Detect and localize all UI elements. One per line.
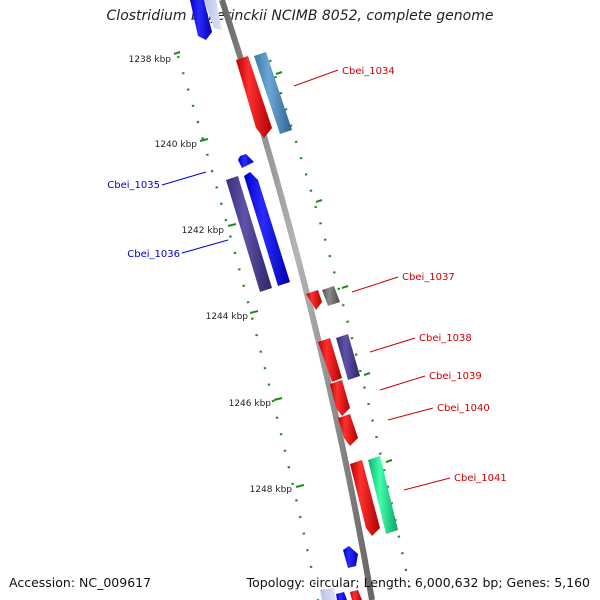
tick-mark [315,199,323,203]
gene-label[interactable]: Cbei_1041 [454,473,507,484]
gene-arrow-cbei-1037[interactable] [306,290,322,310]
gene-label[interactable]: Cbei_1034 [342,66,395,77]
accession-text: Accession: NC_009617 [9,575,152,590]
inner-tick-dots [176,55,320,600]
gene-arrow[interactable] [322,286,340,306]
gene-label[interactable]: Cbei_1039 [429,371,482,382]
gene-label[interactable]: Cbei_1038 [419,333,472,344]
tick-mark [275,71,283,75]
gene-arrow-cbei-1036[interactable] [244,172,290,286]
label-leader-line [387,407,434,421]
tick-mark [295,484,305,488]
kbp-label: 1246 kbp [229,399,272,409]
tick-mark [173,51,181,55]
gene-arrow[interactable] [336,334,360,380]
gene-arrow[interactable] [190,0,212,40]
gene-label[interactable]: Cbei_1035 [107,180,160,191]
label-leader-line [161,171,207,186]
forward-strand [190,0,358,600]
tick-mark [363,372,371,376]
gene-arrow-cbei-1040[interactable] [338,414,358,446]
tick-mark [385,459,393,463]
gene-arrow[interactable] [254,52,292,134]
gene-arrow-cbei-1039[interactable] [330,380,350,416]
gene-arrow[interactable] [320,588,336,600]
gene-arrow[interactable] [350,590,362,600]
inner-tick-ring [173,51,305,488]
gene-arrow-cbei-1038[interactable] [318,338,342,382]
label-leader-line [369,337,416,353]
gene-label[interactable]: Cbei_1040 [437,403,490,414]
gene-label[interactable]: Cbei_1036 [127,249,180,260]
label-leader-line [403,477,451,491]
gene-arrow[interactable] [336,592,347,600]
kbp-label: 1240 kbp [155,140,198,150]
kbp-label: 1244 kbp [206,312,249,322]
tick-mark [227,223,237,227]
kbp-label: 1242 kbp [182,226,225,236]
tick-mark [341,285,349,289]
gene-arrow-cbei-1041[interactable] [350,460,380,536]
gene-arrow-unlabeled[interactable] [226,176,272,292]
gene-label[interactable]: Cbei_1037 [402,272,455,283]
tick-mark [273,397,283,401]
kbp-label: 1248 kbp [250,485,293,495]
tick-mark [199,138,209,142]
label-leader-line [293,69,339,87]
kbp-label: 1238 kbp [129,55,172,65]
tick-mark [249,310,259,314]
genome-stats-text: Topology: circular; Length: 6,000,632 bp… [246,575,590,590]
gene-arrow[interactable] [204,0,222,30]
outer-tick-ring [275,71,393,463]
label-leader-line [181,239,229,254]
gene-arrow[interactable] [343,546,358,568]
genome-backbone [219,0,375,600]
gene-arrow[interactable] [368,456,398,534]
reverse-strand [236,52,398,600]
gene-arrow-cbei-1034[interactable] [236,56,272,138]
label-leader-line [351,276,399,293]
label-leader-line [379,375,426,391]
gene-arrow-cbei-1035[interactable] [238,154,254,168]
